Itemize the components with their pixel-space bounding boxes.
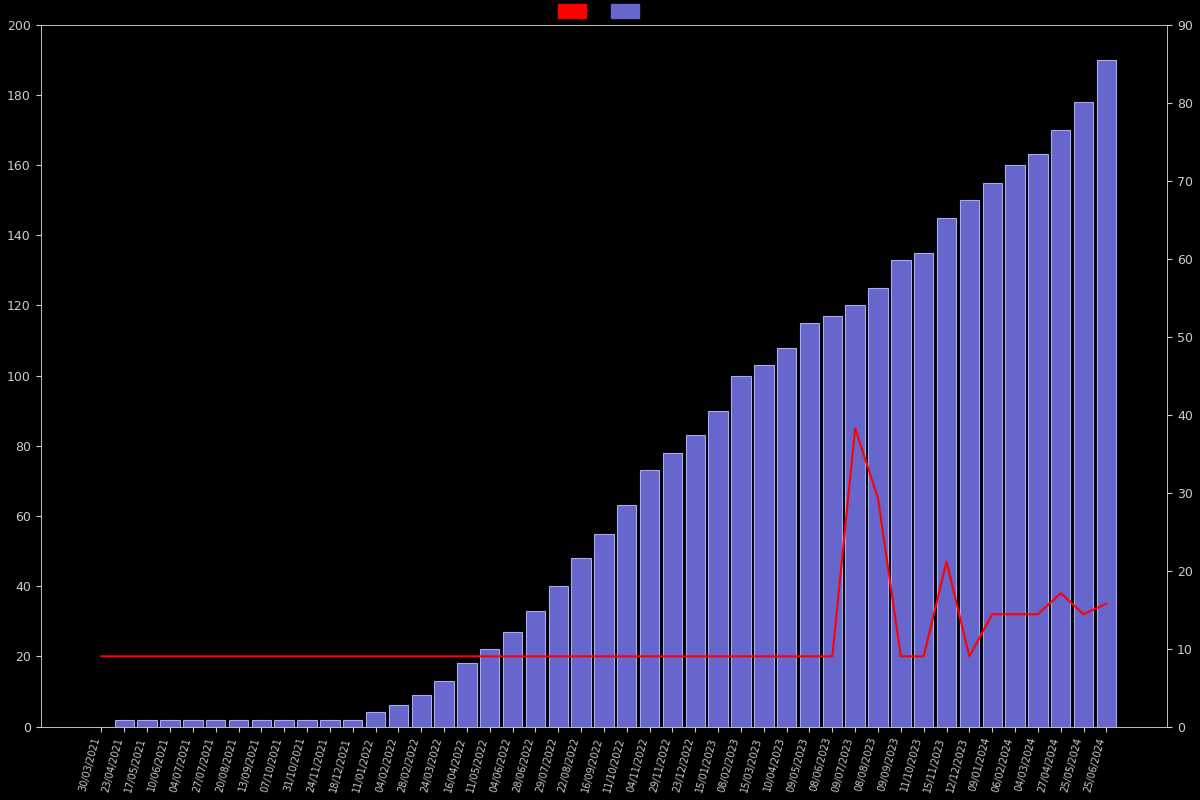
Bar	[320, 719, 340, 726]
Bar	[298, 719, 317, 726]
Bar	[571, 558, 590, 726]
Bar	[412, 695, 431, 726]
Bar	[161, 719, 180, 726]
Bar	[480, 650, 499, 726]
Bar	[1074, 102, 1093, 726]
Bar	[1051, 130, 1070, 726]
Bar	[252, 719, 271, 726]
Bar	[708, 410, 728, 726]
Bar	[138, 719, 157, 726]
Bar	[548, 586, 568, 726]
Legend: , : ,	[558, 3, 649, 18]
Bar	[343, 719, 362, 726]
Bar	[114, 719, 134, 726]
Bar	[914, 253, 934, 726]
Bar	[960, 200, 979, 726]
Bar	[1097, 60, 1116, 726]
Bar	[685, 435, 706, 726]
Bar	[184, 719, 203, 726]
Bar	[434, 681, 454, 726]
Bar	[799, 323, 820, 726]
Bar	[869, 288, 888, 726]
Bar	[457, 663, 476, 726]
Bar	[731, 375, 751, 726]
Bar	[275, 719, 294, 726]
Bar	[617, 506, 636, 726]
Bar	[892, 260, 911, 726]
Bar	[937, 218, 956, 726]
Bar	[594, 534, 613, 726]
Bar	[823, 316, 842, 726]
Bar	[983, 182, 1002, 726]
Bar	[229, 719, 248, 726]
Bar	[389, 706, 408, 726]
Bar	[640, 470, 659, 726]
Bar	[366, 713, 385, 726]
Bar	[846, 306, 865, 726]
Bar	[776, 347, 797, 726]
Bar	[1028, 154, 1048, 726]
Bar	[1006, 165, 1025, 726]
Bar	[526, 610, 545, 726]
Bar	[754, 365, 774, 726]
Bar	[503, 632, 522, 726]
Bar	[662, 453, 682, 726]
Bar	[206, 719, 226, 726]
